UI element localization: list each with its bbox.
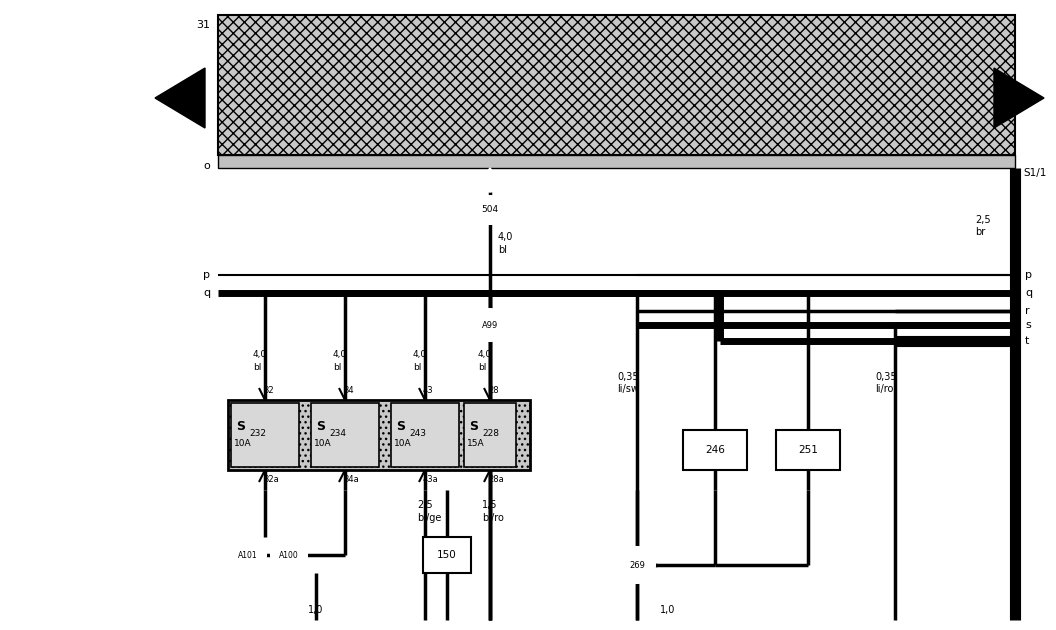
Text: 34: 34 bbox=[343, 386, 354, 395]
Text: bl: bl bbox=[253, 364, 262, 372]
Text: 31: 31 bbox=[196, 20, 210, 30]
Bar bbox=[231, 403, 299, 467]
Text: bl: bl bbox=[478, 364, 487, 372]
Text: 28a: 28a bbox=[488, 475, 504, 484]
Text: 4,0: 4,0 bbox=[333, 350, 347, 360]
Text: S: S bbox=[237, 420, 245, 433]
Text: S: S bbox=[396, 420, 406, 433]
Text: S1/1: S1/1 bbox=[1023, 168, 1046, 178]
Polygon shape bbox=[994, 68, 1044, 128]
Text: 43a: 43a bbox=[423, 475, 438, 484]
Text: 34a: 34a bbox=[343, 475, 359, 484]
Text: 234: 234 bbox=[329, 428, 346, 437]
Text: 43: 43 bbox=[423, 386, 434, 395]
Circle shape bbox=[271, 537, 307, 573]
Text: 4,0: 4,0 bbox=[413, 350, 427, 360]
Text: 10A: 10A bbox=[315, 438, 332, 447]
Text: q: q bbox=[1025, 288, 1032, 298]
Bar bbox=[391, 403, 459, 467]
Text: 15A: 15A bbox=[467, 438, 485, 447]
Text: 246: 246 bbox=[705, 445, 724, 455]
Text: 4,0: 4,0 bbox=[498, 232, 513, 242]
Polygon shape bbox=[482, 168, 498, 192]
Circle shape bbox=[619, 547, 655, 583]
Text: s: s bbox=[1025, 320, 1031, 330]
Text: 228: 228 bbox=[482, 428, 499, 437]
Text: 150: 150 bbox=[437, 550, 457, 560]
Text: 1,0: 1,0 bbox=[660, 605, 676, 615]
Polygon shape bbox=[155, 68, 205, 128]
Text: bl: bl bbox=[333, 364, 341, 372]
Text: 2,5: 2,5 bbox=[417, 500, 433, 510]
Bar bbox=[312, 403, 379, 467]
Circle shape bbox=[230, 537, 266, 573]
Text: S: S bbox=[470, 420, 478, 433]
Bar bbox=[423, 537, 471, 573]
Text: 32a: 32a bbox=[263, 475, 279, 484]
Bar bbox=[683, 430, 747, 470]
Text: 2,5
br: 2,5 br bbox=[975, 215, 991, 237]
Text: A101: A101 bbox=[239, 551, 258, 559]
Circle shape bbox=[474, 309, 506, 341]
Text: 4,0: 4,0 bbox=[253, 350, 267, 360]
Text: 0,35
li/sw: 0,35 li/sw bbox=[617, 372, 639, 394]
Text: 251: 251 bbox=[798, 445, 818, 455]
Bar bbox=[218, 15, 1015, 155]
Bar bbox=[228, 400, 530, 470]
Text: 4,0: 4,0 bbox=[478, 350, 492, 360]
Text: 32: 32 bbox=[263, 386, 274, 395]
Text: A99: A99 bbox=[482, 321, 498, 329]
Bar bbox=[218, 155, 1015, 168]
Bar bbox=[464, 403, 516, 467]
Text: 10A: 10A bbox=[234, 438, 251, 447]
Text: bl/ro: bl/ro bbox=[482, 513, 504, 523]
Text: r: r bbox=[1025, 306, 1030, 316]
Circle shape bbox=[476, 196, 504, 224]
Text: 504: 504 bbox=[482, 205, 498, 214]
Text: p: p bbox=[1025, 270, 1032, 280]
Text: A100: A100 bbox=[279, 551, 299, 559]
Text: bl: bl bbox=[498, 245, 507, 255]
Bar bbox=[776, 430, 840, 470]
Text: o: o bbox=[203, 161, 210, 171]
Text: bl: bl bbox=[413, 364, 421, 372]
Text: bl/ge: bl/ge bbox=[417, 513, 441, 523]
Text: 232: 232 bbox=[249, 428, 266, 437]
Text: p: p bbox=[203, 270, 210, 280]
Text: q: q bbox=[203, 288, 210, 298]
Text: 269: 269 bbox=[629, 561, 645, 570]
Text: 243: 243 bbox=[409, 428, 426, 437]
Text: t: t bbox=[1025, 336, 1030, 346]
Text: 0,35
li/ro: 0,35 li/ro bbox=[875, 372, 897, 394]
Text: 1,5: 1,5 bbox=[482, 500, 497, 510]
Text: S: S bbox=[317, 420, 325, 433]
Text: 10A: 10A bbox=[394, 438, 412, 447]
Text: 1,0: 1,0 bbox=[308, 605, 324, 615]
Text: 28: 28 bbox=[488, 386, 498, 395]
